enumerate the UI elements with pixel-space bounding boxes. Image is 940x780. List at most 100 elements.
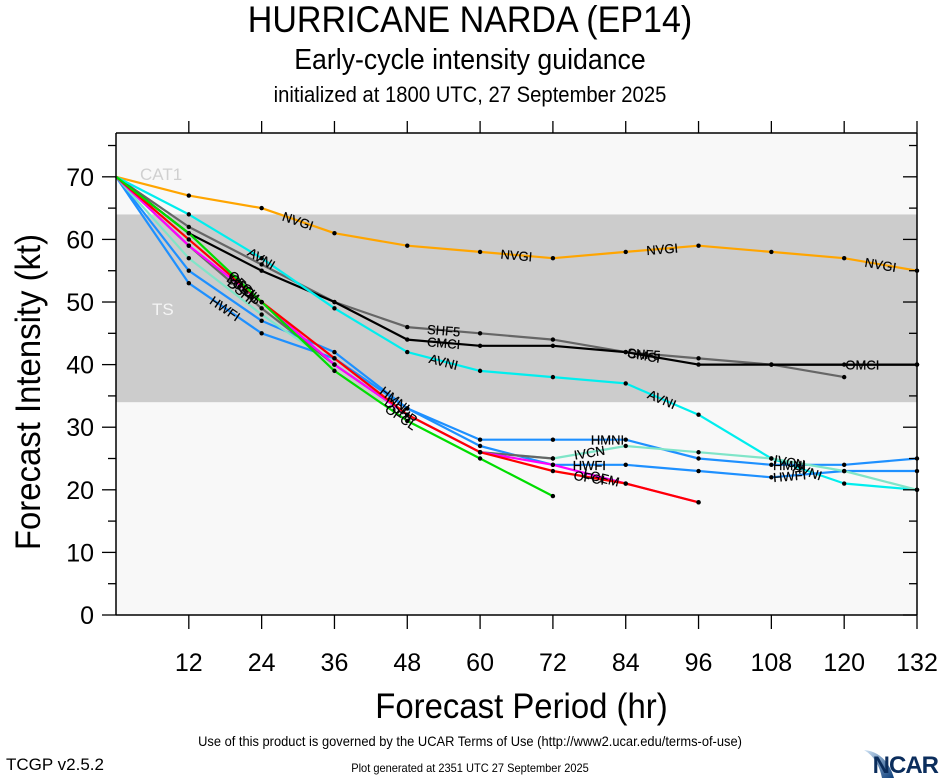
data-point-ivcn — [841, 468, 847, 474]
data-point-cmci — [696, 362, 701, 367]
data-point-hmni — [477, 437, 483, 442]
data-point-hmni — [186, 268, 192, 273]
x-tick-label: 96 — [685, 649, 713, 677]
series-label-nvgi: NVGI — [646, 240, 679, 258]
data-point-ofci — [405, 412, 410, 417]
data-point-avni — [405, 349, 410, 355]
data-point-cmci — [550, 343, 556, 349]
data-point-hmni — [769, 462, 774, 467]
series-label-shf5: SHF5 — [627, 345, 661, 363]
data-point-nvgi — [186, 193, 192, 198]
chart-subtitle: Early-cycle intensity guidance — [294, 44, 646, 76]
data-point-ofci — [550, 468, 556, 474]
x-tick-label: 36 — [321, 649, 349, 677]
data-point-avni — [477, 368, 483, 374]
series-label-hwfi: HWFI — [573, 458, 606, 473]
series-label-nvgi: NVGI — [864, 255, 898, 275]
x-tick-label: 132 — [896, 649, 938, 677]
y-tick-label: 40 — [66, 352, 94, 380]
data-point-avni — [259, 255, 264, 261]
data-point-hmni — [696, 456, 701, 461]
data-point-nvgi — [623, 249, 628, 255]
data-point-hwfi — [769, 475, 774, 480]
band-label-cat1: CAT1 — [140, 165, 182, 184]
x-tick-label: 72 — [539, 649, 567, 677]
data-point-lgem — [550, 462, 556, 467]
data-point-avni — [332, 306, 337, 311]
terms-of-use: Use of this product is governed by the U… — [198, 733, 742, 749]
init-time: initialized at 1800 UTC, 27 September 20… — [273, 82, 667, 107]
data-point-dshp — [259, 306, 264, 311]
data-point-shf5 — [696, 356, 701, 361]
data-point-nvgi — [696, 243, 701, 248]
data-point-hmni — [550, 437, 556, 442]
data-point-nvgi — [405, 243, 410, 248]
y-tick-label: 10 — [66, 539, 94, 567]
x-tick-label: 24 — [248, 649, 276, 677]
data-point-hmni — [623, 437, 628, 442]
data-point-hmni — [841, 462, 847, 467]
x-tick-label: 120 — [823, 649, 865, 677]
data-point-lgem — [186, 243, 192, 248]
data-point-hwfi — [259, 331, 264, 336]
ncar-swoosh-icon — [864, 750, 894, 778]
data-point-hwfi — [477, 443, 483, 449]
data-point-ofcl — [259, 299, 264, 305]
y-tick-label: 70 — [66, 164, 94, 192]
x-tick-label: 60 — [466, 649, 494, 677]
y-tick-label: 30 — [66, 414, 94, 442]
data-point-ofcl — [550, 493, 556, 499]
data-point-shf5 — [477, 331, 483, 336]
data-point-ofci — [696, 500, 701, 505]
data-point-avni — [550, 374, 556, 380]
data-point-hwfi — [405, 406, 410, 411]
data-point-nvgi — [769, 249, 774, 255]
data-point-cmci — [841, 362, 847, 367]
series-label-ivcn: IVCN — [773, 452, 806, 472]
data-point-shf5 — [550, 337, 556, 342]
data-point-cmci — [332, 299, 337, 305]
data-point-ofci — [477, 450, 483, 455]
data-point-shf5 — [186, 224, 192, 230]
data-point-omci — [769, 362, 774, 367]
data-point-ivcn — [696, 450, 701, 455]
data-point-hwfi — [623, 462, 628, 467]
y-tick-label: 50 — [66, 289, 94, 317]
series-line-hmni — [115, 176, 918, 466]
data-point-nvgi — [841, 255, 847, 261]
data-point-cmci — [623, 349, 628, 355]
band-cat1 — [116, 133, 917, 215]
series-label-nvgi: NVGI — [500, 247, 533, 265]
data-point-avni — [841, 481, 847, 486]
data-point-ofcl — [405, 418, 410, 424]
chart-title: HURRICANE NARDA (EP14) — [247, 0, 693, 40]
band-ts — [116, 214, 917, 403]
data-point-ivcn — [259, 312, 264, 317]
series-label-cmci: CMCI — [426, 334, 460, 352]
data-point-shf5 — [259, 262, 264, 267]
data-point-ivcn — [186, 255, 192, 261]
data-point-avni — [696, 412, 701, 417]
data-point-ofcl — [186, 230, 192, 236]
data-point-avni — [186, 212, 192, 217]
data-point-dshp — [550, 456, 556, 461]
x-tick-label: 48 — [393, 649, 421, 677]
series-label-shf5: SHF5 — [426, 322, 460, 340]
series-label-avni: AVNI — [427, 351, 459, 373]
series-label-omci: OMCI — [845, 358, 879, 373]
series-label-hwfi: HWFI — [772, 467, 806, 485]
version-label: TCGP v2.5.2 — [6, 755, 104, 774]
x-tick-label: 108 — [751, 649, 793, 677]
data-point-ivcn — [623, 443, 628, 449]
data-point-cmci — [477, 343, 483, 349]
y-tick-label: 60 — [66, 226, 94, 254]
data-point-ofci — [623, 481, 628, 486]
generated-time: Plot generated at 2351 UTC 27 September … — [351, 761, 589, 775]
data-point-ofcl — [477, 456, 483, 461]
ncar-logo-text: NCAR — [872, 752, 939, 779]
data-point-hmni — [259, 318, 264, 323]
y-tick-label: 0 — [80, 602, 94, 630]
data-point-nvgi — [477, 249, 483, 255]
data-point-shf5 — [405, 324, 410, 330]
